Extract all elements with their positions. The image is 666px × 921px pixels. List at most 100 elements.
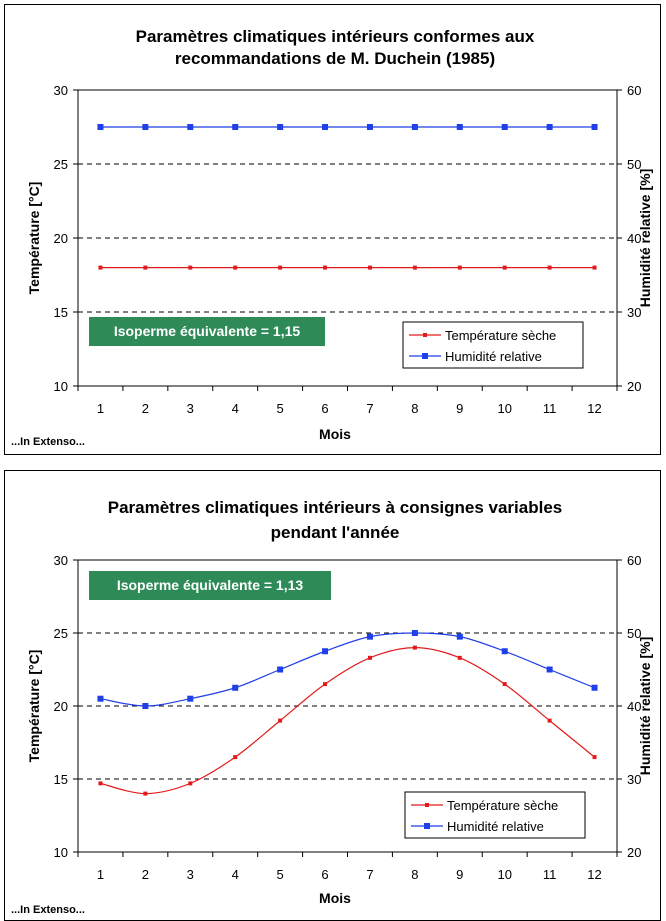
x-tick-label: 10 [497, 867, 511, 882]
data-point-humidity [322, 124, 329, 130]
data-point-temperature [592, 265, 597, 270]
chart-title-line: recommandations de M. Duchein (1985) [175, 49, 495, 68]
data-point-temperature [188, 781, 193, 786]
legend-label: Température sèche [447, 798, 558, 813]
x-tick-label: 9 [456, 401, 463, 416]
y2-tick-label: 50 [627, 626, 641, 641]
data-point-temperature [188, 265, 193, 270]
legend-box [404, 791, 586, 839]
data-point-humidity [456, 633, 463, 640]
y2-tick-label: 20 [627, 379, 641, 394]
y2-tick-label: 60 [627, 83, 641, 98]
isoperme-badge-text: Isoperme équivalente = 1,15 [114, 323, 301, 339]
data-point-temperature [547, 718, 552, 723]
y2-axis-label: Humidité relative [%] [637, 637, 653, 775]
data-point-temperature [143, 791, 148, 796]
data-point-temperature [278, 718, 283, 723]
legend-label: Humidité relative [447, 819, 544, 834]
data-point-humidity [187, 124, 194, 130]
x-tick-label: 10 [497, 401, 511, 416]
x-tick-label: 1 [97, 401, 104, 416]
series-line-temperature [100, 646, 595, 795]
y-tick-label: 10 [54, 379, 68, 394]
y-tick-label: 30 [54, 553, 68, 568]
chart-panel-duchein: Paramètres climatiques intérieurs confor… [4, 4, 661, 455]
data-point-humidity [277, 666, 284, 673]
data-point-humidity [232, 684, 239, 691]
data-point-temperature [98, 265, 103, 270]
x-tick-label: 4 [232, 867, 239, 882]
data-point-temperature [143, 265, 148, 270]
x-tick-label: 3 [187, 401, 194, 416]
data-point-temperature [502, 265, 507, 270]
footer-text: ...In Extenso... [11, 436, 85, 448]
data-point-temperature [367, 655, 372, 660]
x-tick-label: 6 [321, 401, 328, 416]
y-tick-label: 10 [54, 845, 68, 860]
y-axis-label: Température [°C] [26, 650, 42, 763]
data-point-humidity [591, 684, 598, 691]
data-point-humidity [142, 124, 149, 130]
data-point-temperature [502, 682, 507, 687]
x-tick-label: 2 [142, 401, 149, 416]
y2-tick-label: 60 [627, 553, 641, 568]
y2-tick-label: 50 [627, 157, 641, 172]
data-point-humidity [411, 124, 418, 130]
x-tick-label: 12 [587, 867, 601, 882]
data-point-temperature [323, 682, 328, 687]
x-tick-label: 4 [232, 401, 239, 416]
data-point-humidity [501, 124, 508, 130]
x-tick-label: 12 [587, 401, 601, 416]
legend-box [402, 321, 584, 369]
data-point-humidity [97, 695, 104, 702]
data-point-humidity [232, 124, 239, 130]
x-tick-label: 5 [277, 401, 284, 416]
y2-tick-label: 40 [627, 699, 641, 714]
data-point-humidity [322, 648, 329, 655]
y2-tick-label: 40 [627, 231, 641, 246]
data-point-temperature [412, 265, 417, 270]
legend-swatch-marker [424, 823, 430, 829]
data-point-temperature [278, 265, 283, 270]
y2-tick-label: 30 [627, 772, 641, 787]
data-point-temperature [457, 655, 462, 660]
x-tick-label: 7 [366, 867, 373, 882]
x-tick-label: 6 [321, 867, 328, 882]
x-tick-label: 7 [366, 401, 373, 416]
y2-axis-label: Humidité relative [%] [637, 169, 653, 307]
data-point-humidity [456, 124, 463, 130]
x-tick-label: 5 [277, 867, 284, 882]
x-tick-label: 8 [411, 867, 418, 882]
chart-variable: Paramètres climatiques intérieurs à cons… [11, 498, 653, 916]
x-axis-label: Mois [319, 426, 351, 442]
isoperme-badge-text: Isoperme équivalente = 1,13 [117, 577, 304, 593]
x-tick-label: 8 [411, 401, 418, 416]
x-tick-label: 11 [543, 401, 557, 416]
y-tick-label: 15 [54, 305, 68, 320]
data-point-humidity [591, 124, 598, 130]
y-tick-label: 30 [54, 83, 68, 98]
data-point-humidity [366, 633, 373, 640]
data-point-temperature [592, 755, 597, 760]
chart-duchein: Paramètres climatiques intérieurs confor… [11, 27, 653, 448]
data-point-humidity [366, 124, 373, 130]
chart-title-line: Paramètres climatiques intérieurs à cons… [108, 498, 563, 517]
isoperme-badge [89, 317, 325, 346]
y2-tick-label: 20 [627, 845, 641, 860]
data-point-humidity [546, 666, 553, 673]
data-point-temperature [323, 265, 328, 270]
x-tick-label: 1 [97, 867, 104, 882]
y-tick-label: 25 [54, 157, 68, 172]
data-point-humidity [97, 124, 104, 130]
legend-swatch-marker [425, 803, 429, 807]
data-point-temperature [457, 265, 462, 270]
data-point-temperature [412, 645, 417, 650]
y-tick-label: 15 [54, 772, 68, 787]
data-point-temperature [233, 755, 238, 760]
data-point-humidity [411, 630, 418, 636]
y2-tick-label: 30 [627, 305, 641, 320]
series-line-humidity [100, 632, 595, 707]
footer-text: ...In Extenso... [11, 904, 85, 916]
x-axis-label: Mois [319, 890, 351, 906]
data-point-temperature [547, 265, 552, 270]
